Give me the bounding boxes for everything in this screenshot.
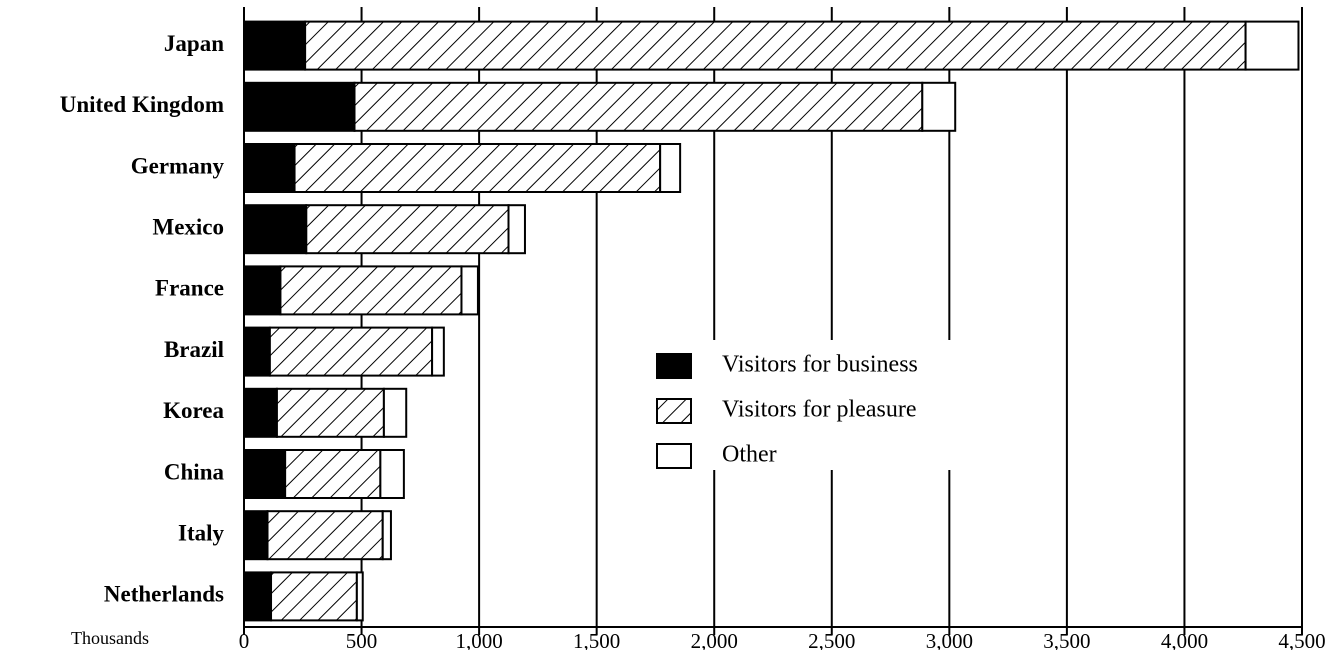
legend-swatch <box>656 398 692 424</box>
category-label: Korea <box>163 398 224 423</box>
x-tick-label: 1,000 <box>455 629 502 650</box>
bar-segment <box>293 143 662 193</box>
x-tick-label: 1,500 <box>573 629 620 650</box>
legend-swatch <box>656 443 692 469</box>
bar-segment <box>243 387 278 438</box>
bar-segment <box>921 81 957 132</box>
category-label: United Kingdom <box>60 92 224 117</box>
bar-segment <box>243 81 356 132</box>
bar-segment <box>268 326 434 377</box>
bar-segment <box>243 143 296 193</box>
category-label: Netherlands <box>104 582 224 607</box>
bar-segment <box>659 143 682 193</box>
x-tick-label: 4,500 <box>1278 629 1325 650</box>
category-label: Japan <box>164 31 224 56</box>
category-label: Italy <box>178 520 225 545</box>
bar-segment <box>243 510 269 561</box>
bar-segment <box>243 449 287 499</box>
bar-segment <box>382 387 408 438</box>
bar-segment <box>355 571 364 622</box>
bar-segment <box>431 326 445 377</box>
bar-segment <box>353 81 924 132</box>
x-tick-label: 0 <box>239 629 250 650</box>
x-tick-label: 3,000 <box>926 629 973 650</box>
bar-segment <box>279 265 463 316</box>
bar-segment <box>381 510 392 561</box>
bar-segment <box>243 265 282 316</box>
bar-segment <box>460 265 479 316</box>
legend-label: Visitors for business <box>722 352 918 378</box>
category-label: Germany <box>131 153 225 178</box>
x-tick-label: 2,000 <box>691 629 738 650</box>
bar-segment <box>507 204 526 255</box>
bar-segment <box>379 449 405 499</box>
bar-segment <box>304 20 1247 71</box>
bar-segment <box>275 387 385 438</box>
bar-segment <box>284 449 382 499</box>
bar-segment <box>243 571 273 622</box>
legend-label: Other <box>722 442 777 468</box>
bar-segment <box>266 510 384 561</box>
legend-label: Visitors for pleasure <box>722 397 917 423</box>
x-tick-label: 2,500 <box>808 629 855 650</box>
x-tick-label: 4,000 <box>1161 629 1208 650</box>
legend-swatch <box>656 353 692 379</box>
bar-segment <box>243 204 308 255</box>
bar-segment <box>243 20 307 71</box>
bar-segment <box>1244 20 1300 71</box>
category-label: France <box>155 276 224 301</box>
legend-background <box>648 340 968 470</box>
axis-label: Thousands <box>71 628 149 648</box>
bar-segment <box>305 204 510 255</box>
x-tick-label: 3,500 <box>1043 629 1090 650</box>
x-tick-label: 500 <box>346 629 378 650</box>
legend: Visitors for business Visitors for pleasu… <box>648 340 968 470</box>
category-label: Brazil <box>164 337 224 362</box>
bar-segment <box>270 571 358 622</box>
category-label: Mexico <box>152 214 224 239</box>
category-label: China <box>164 459 225 484</box>
bar-segment <box>243 326 271 377</box>
